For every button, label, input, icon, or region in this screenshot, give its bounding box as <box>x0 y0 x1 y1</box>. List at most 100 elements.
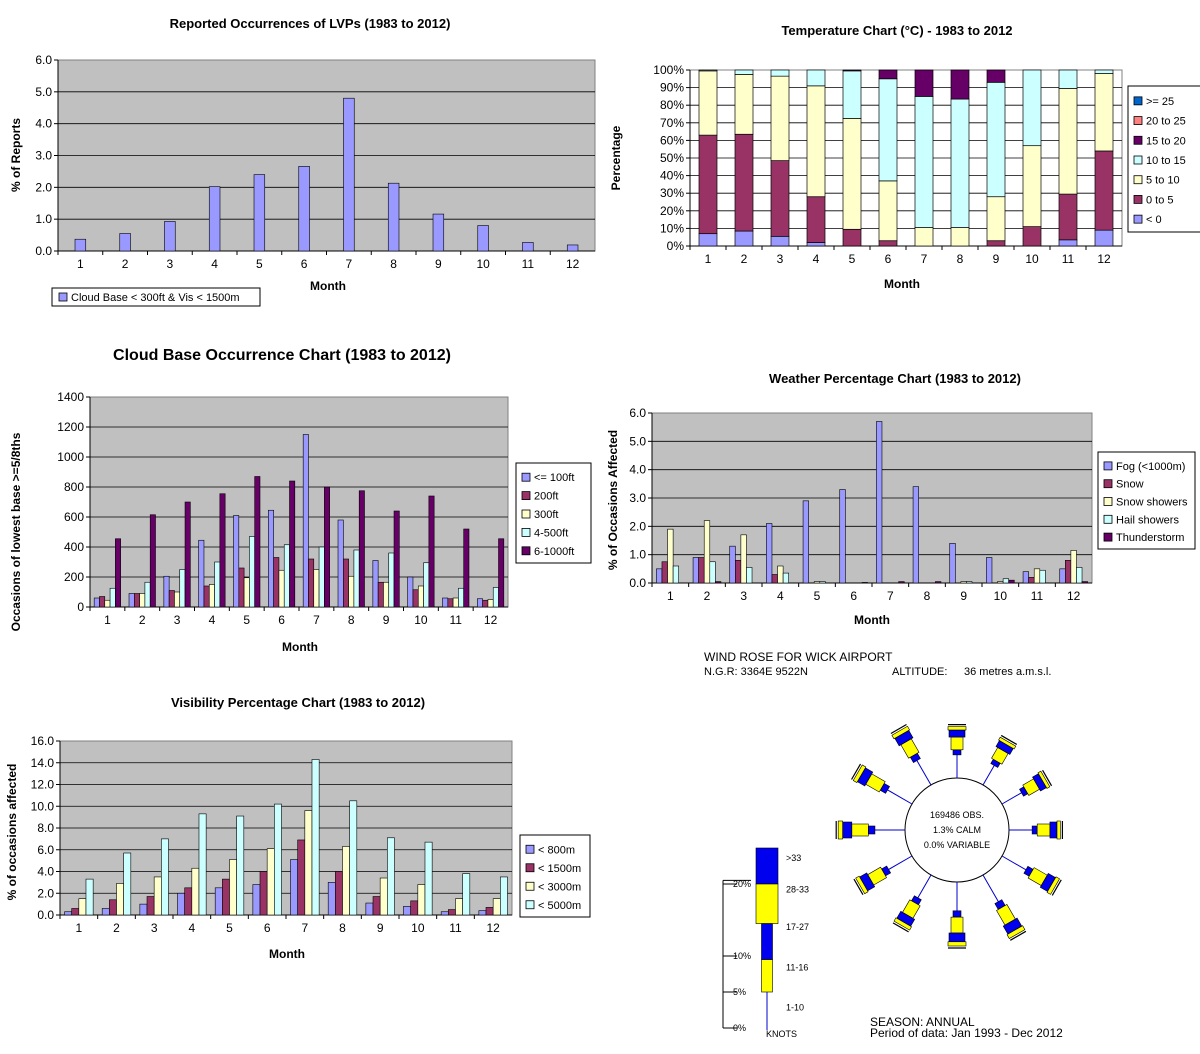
vis-bar <box>214 887 223 916</box>
wind-rose-figure: WIND ROSE FOR WICK AIRPORT N.G.R: 3364E … <box>704 650 1063 1040</box>
scale-band-label: 1-10 <box>786 1003 804 1013</box>
vis-bar <box>349 800 358 916</box>
temp-bar <box>842 70 862 119</box>
temp-legend-label: 10 to 15 <box>1146 155 1186 167</box>
wind-rose-centre-label: 1.3% CALM <box>933 825 981 835</box>
wind-rose-petal <box>842 821 853 839</box>
vis-bar <box>71 908 80 916</box>
lvp-legend-box <box>51 287 261 307</box>
temp-bar <box>1058 239 1078 247</box>
cloud-bar <box>283 544 290 608</box>
cloud-title: Cloud Base Occurrence Chart (1983 to 201… <box>113 347 451 364</box>
vis-bar <box>229 859 237 916</box>
cloud-legend-label: 6-1000ft <box>534 546 574 558</box>
wind-rose-petal <box>851 823 869 837</box>
temp-legend-label: >= 25 <box>1146 96 1174 108</box>
weather-bar <box>709 561 716 584</box>
temp-legend-label: 5 to 10 <box>1146 175 1180 187</box>
vis-xtick-label: 5 <box>226 921 233 935</box>
temp-legend-swatch <box>1133 96 1143 106</box>
temp-bar <box>1094 73 1114 152</box>
weather-xtick-label: 3 <box>740 589 747 603</box>
cloud-bar <box>482 599 489 608</box>
vis-xtick-label: 4 <box>188 921 195 935</box>
cloud-xtick-label: 10 <box>414 613 428 627</box>
weather-legend-swatch <box>1103 514 1113 524</box>
lvp-legend: Cloud Base < 300ft & Vis < 1500m <box>51 287 261 307</box>
weather-legend-swatch <box>1103 461 1113 471</box>
cloud-bar <box>254 476 261 608</box>
vis-bar <box>455 898 463 916</box>
temp-bar <box>878 69 898 80</box>
weather-ytick-label: 6.0 <box>629 406 646 420</box>
temp-bar <box>770 235 790 247</box>
wind-rose-petal <box>855 875 869 895</box>
wind-rose-petal-cap <box>851 763 862 780</box>
vis-bar <box>146 896 155 916</box>
weather-legend-label: Fog (<1000m) <box>1116 461 1185 473</box>
temp-bar <box>878 240 898 247</box>
vis-bar <box>424 841 433 916</box>
weather-legend-swatch <box>1103 479 1113 489</box>
temp-bar <box>806 242 826 247</box>
cloud-xtick-label: 7 <box>313 613 320 627</box>
vis-bar <box>139 903 148 916</box>
vis-legend-label: < 5000m <box>538 900 581 912</box>
cloud-xtick-label: 2 <box>139 613 146 627</box>
vis-bar <box>440 911 449 916</box>
cloud-xtick-label: 1 <box>104 613 111 627</box>
cloud-bar <box>318 546 325 608</box>
cloud-bar <box>337 519 344 608</box>
cloud-legend-swatch <box>521 527 531 537</box>
temp-bar <box>770 69 790 77</box>
scale-tick-label: 0% <box>733 1023 746 1033</box>
cloud-bar <box>388 552 395 608</box>
cloud-bar <box>198 539 205 608</box>
weather-bar <box>1002 578 1009 584</box>
vis-legend-swatch <box>525 900 535 910</box>
wind-rose-petal <box>948 729 966 738</box>
temp-xtick-label: 1 <box>705 252 712 266</box>
vis-xtick-label: 1 <box>75 921 82 935</box>
vis-xlabel: Month <box>269 947 305 961</box>
vis-bar <box>116 883 124 916</box>
cloud-ytick-label: 400 <box>64 540 84 554</box>
weather-bar <box>960 581 967 584</box>
wind-rose-petal <box>891 725 910 740</box>
weather-bar <box>1065 560 1072 584</box>
wind-rose-petal-cap <box>853 878 864 895</box>
weather-legend-label: Snow <box>1116 479 1144 491</box>
cloud-legend-label: <= 100ft <box>534 472 574 484</box>
vis-xtick-label: 9 <box>377 921 384 935</box>
lvp-bar <box>432 213 445 252</box>
vis-ytick-label: 16.0 <box>31 734 55 748</box>
cloud-ytick-label: 0 <box>77 600 84 614</box>
vis-bar <box>274 803 282 916</box>
temp-bar <box>734 230 754 247</box>
wind-rose-petal <box>837 820 843 840</box>
vis-bar <box>485 907 494 916</box>
cloud-bar <box>214 561 221 608</box>
weather-bar <box>735 560 742 584</box>
cloud-plot-background <box>89 396 509 608</box>
cloud-bar <box>477 598 483 608</box>
cloud-bar <box>104 599 111 608</box>
cloud-legend: <= 100ft 200ft 300ft 4-500ft 6-1000ft <box>515 462 592 564</box>
vis-legend-swatch <box>525 863 535 873</box>
temp-bar <box>1022 226 1042 247</box>
temp-bar <box>986 81 1006 198</box>
weather-ytick-label: 5.0 <box>629 434 646 448</box>
temp-xtick-label: 10 <box>1025 252 1039 266</box>
cloud-bar <box>407 576 414 608</box>
cloud-bar <box>492 587 499 608</box>
wind-rose-petal <box>1037 770 1051 789</box>
temp-ytick-label: 100% <box>653 63 684 77</box>
temp-legend-label: < 0 <box>1146 214 1162 226</box>
cloud-bar <box>452 597 459 608</box>
cloud-bar <box>343 558 349 608</box>
cloud-bar <box>278 569 285 608</box>
cloud-bar <box>353 549 360 608</box>
temperature-chart: Temperature Chart (°C) - 1983 to 2012 Pe… <box>609 23 1200 291</box>
lvp-ytick-label: 0.0 <box>35 244 52 258</box>
weather-xtick-label: 9 <box>960 589 967 603</box>
